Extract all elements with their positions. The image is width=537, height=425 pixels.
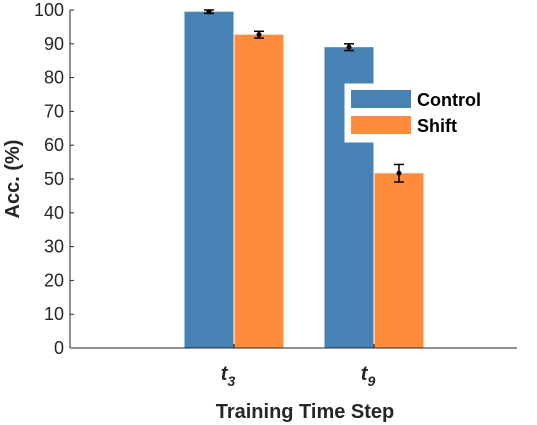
mean-marker — [396, 170, 402, 176]
y-tick-label: 20 — [44, 270, 64, 290]
y-tick-label: 80 — [44, 68, 64, 88]
x-tick-labels-layer: t3 t9 — [221, 344, 376, 389]
bar-shift-2 — [374, 173, 424, 348]
legend-swatch-control — [351, 90, 411, 108]
legend-label-shift: Shift — [417, 116, 457, 136]
bar-control-1 — [184, 11, 234, 348]
y-tick-label: 100 — [34, 0, 64, 20]
y-tick-label: 50 — [44, 169, 64, 189]
y-tick-label: 30 — [44, 237, 64, 257]
mean-marker — [256, 32, 262, 38]
y-tick-label: 90 — [44, 34, 64, 54]
bar-shift-1 — [234, 34, 284, 348]
legend: Control Shift — [344, 83, 496, 143]
legend-swatch-shift — [351, 116, 411, 134]
axes-layer — [69, 10, 517, 349]
y-axis-title: Acc. (%) — [2, 140, 24, 219]
y-ticks-layer: 0 10 20 30 40 50 60 70 80 90 100 — [34, 0, 74, 358]
y-tick-label: 70 — [44, 101, 64, 121]
legend-label-control: Control — [417, 90, 481, 110]
mean-marker — [206, 9, 212, 15]
x-axis-title: Training Time Step — [216, 401, 395, 423]
x-tick-label: t9 — [361, 363, 376, 389]
y-tick-label: 60 — [44, 135, 64, 155]
error-bars-layer — [204, 9, 404, 183]
mean-marker — [346, 44, 352, 50]
y-tick-label: 0 — [54, 338, 64, 358]
y-tick-label: 40 — [44, 203, 64, 223]
bars-layer — [184, 11, 424, 349]
x-tick-label: t3 — [221, 363, 236, 389]
y-tick-label: 10 — [44, 304, 64, 324]
